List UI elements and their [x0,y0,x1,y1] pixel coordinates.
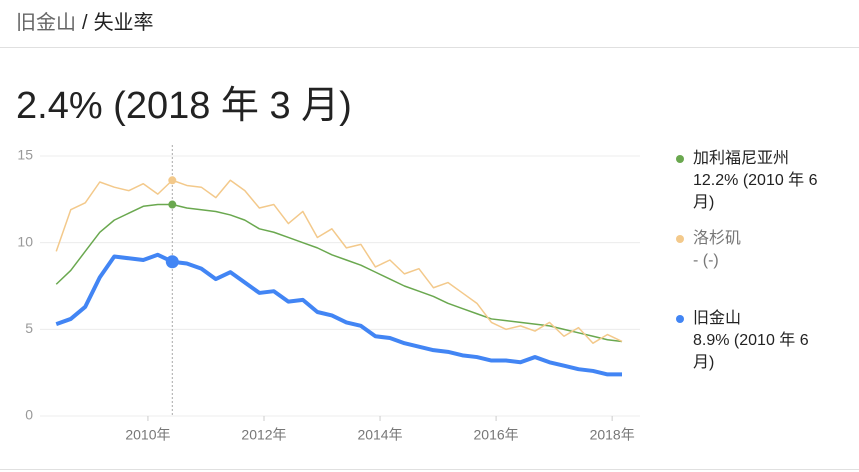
series-line [55,179,623,344]
series-line [55,252,623,377]
headline: 2.4% (2018 年 3 月) [16,85,352,127]
breadcrumb-separator: / [82,12,88,34]
legend-value: 8.9% (2010 年 6 月) [693,332,809,371]
legend-swatch [676,235,684,243]
x-tick-label: 2016年 [474,427,519,443]
legend-name: 加利福尼亚州 [693,150,790,167]
legend-entry[interactable]: 旧金山 8.9% (2010 年 6 月) [676,308,836,374]
highlight-marker [168,200,177,209]
x-tick-label: 2012年 [241,427,286,443]
legend-swatch [676,155,684,163]
legend-value: 12.2% (2010 年 6 月) [693,172,818,211]
series-line [55,203,623,343]
highlight-marker [165,255,179,269]
legend-entry[interactable]: 加利福尼亚州 12.2% (2010 年 6 月) [676,148,836,214]
legend-value: - (-) [693,252,719,269]
y-tick-label: 5 [25,320,33,336]
legend-name: 洛杉矶 [693,230,742,247]
y-tick-label: 0 [25,407,33,423]
breadcrumb: 旧金山 / 失业率 [16,6,160,35]
y-tick-label: 10 [17,233,33,249]
highlight-marker [168,176,177,185]
x-tick-label: 2010年 [125,427,170,443]
legend-name: 旧金山 [693,310,742,327]
x-tick-label: 2014年 [357,427,402,443]
legend-swatch [676,315,684,323]
y-tick-label: 15 [17,147,33,163]
legend-entry[interactable]: 洛杉矶 - (-) [676,228,836,272]
breadcrumb-page: 失业率 [93,12,154,34]
x-tick-label: 2018年 [590,427,635,443]
breadcrumb-place[interactable]: 旧金山 [16,12,76,34]
